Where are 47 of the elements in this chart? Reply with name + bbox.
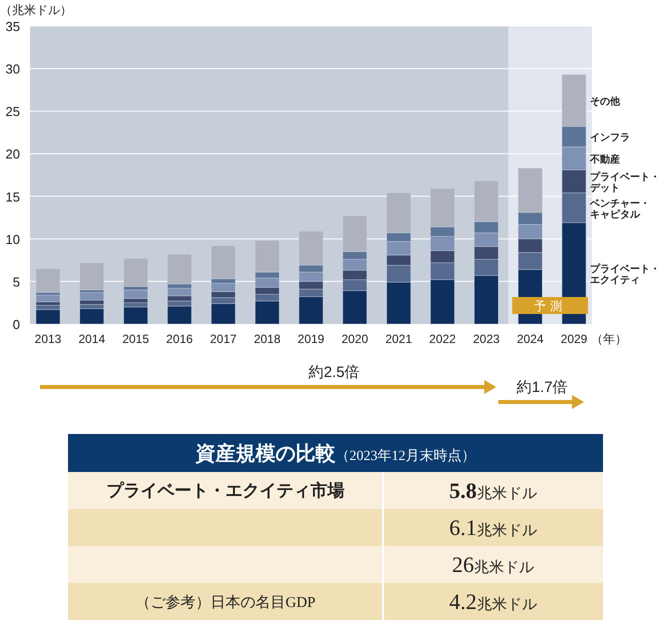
bar [80,292,104,300]
bar [36,294,60,302]
bar [80,262,104,290]
y-tick-label: 20 [6,146,20,162]
x-tick-label: 2017 [210,332,238,346]
series-label: 不動産 [589,153,620,166]
series-label: その他 [590,96,621,108]
series-label: インフラ [590,132,630,144]
y-tick-label: 25 [6,104,20,120]
x-tick-label: 2021 [385,332,412,346]
x-tick-label: 2018 [254,332,281,346]
text: 6.1兆米ドル [449,515,537,540]
series-label: ベンチャー・キャピタル [589,198,650,220]
series-label: プライベート・デット [590,170,660,194]
x-tick-label: 2024 [516,332,544,346]
bar [211,245,236,280]
x-tick-label: 2023 [472,332,500,346]
x-tick-label: 2014 [78,332,106,346]
x-tick-label: 2015 [122,332,150,346]
text: プライベート・エクイティ市場 [106,481,344,500]
x-tick-label: 2013 [34,332,62,346]
y-tick-label: 35 [6,19,20,34]
text: 約1.7倍 [516,379,568,396]
band-label: 予測 [534,299,566,313]
y-tick-label: 15 [6,189,20,204]
x-tick-label: 2016 [166,332,194,346]
text: 約2.5倍 [308,364,360,381]
x-tick-label: 2022 [429,332,456,346]
text: 4.2兆米ドル [449,589,537,614]
bar [167,254,192,284]
series-label: プライベート・エクイティ [590,262,660,286]
y-axis-title: （兆米ドル） [0,3,72,17]
y-tick-label: 0 [12,317,20,332]
y-tick-label: 5 [12,274,20,290]
x-axis-title: （年） [591,332,627,346]
y-tick-label: 30 [6,62,20,77]
text: 5.8兆米ドル [449,478,537,503]
text: 26兆米ドル [452,552,534,577]
bar [123,290,148,299]
x-tick-label: 2019 [298,332,325,346]
text: 資産規模の比較（2023年12月末時点） [194,442,476,465]
x-tick-label: 2020 [341,332,369,346]
bar [36,268,60,293]
text: （ご参考）日本の名目GDP [135,594,316,611]
bar [123,258,148,287]
x-tick-label: 2029 [560,332,588,346]
y-tick-label: 10 [6,232,20,247]
